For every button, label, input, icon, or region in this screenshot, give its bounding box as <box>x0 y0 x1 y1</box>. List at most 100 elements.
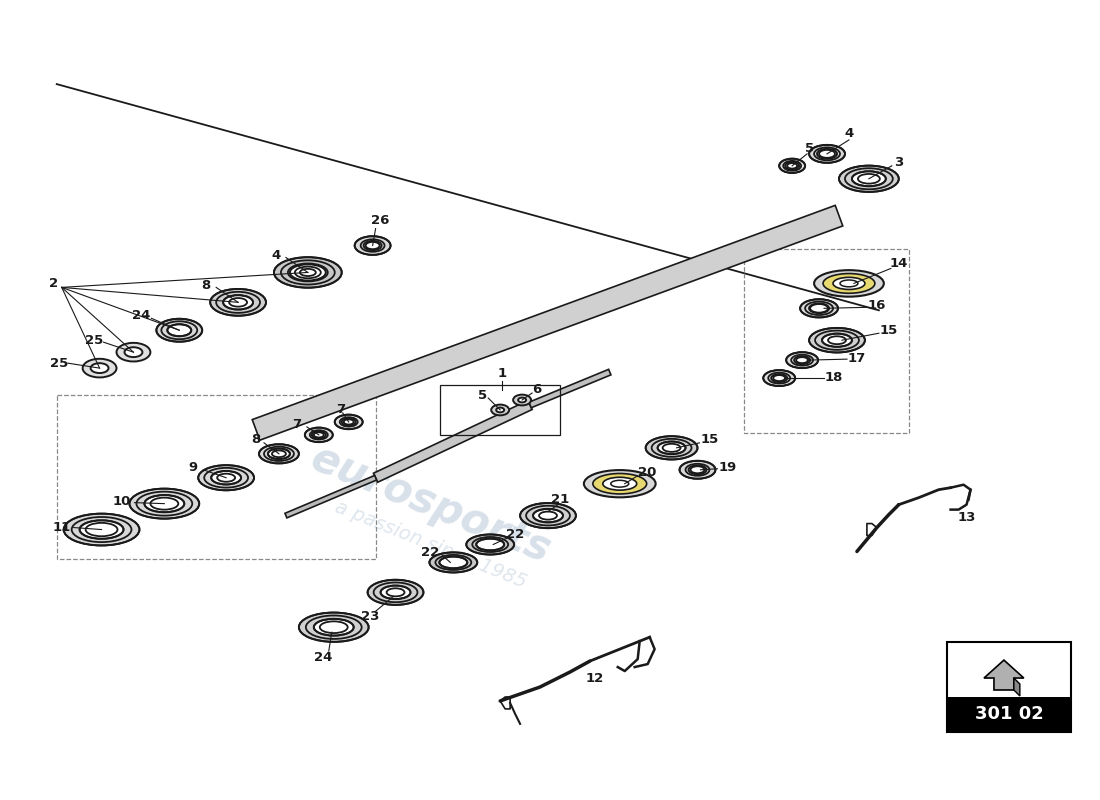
Ellipse shape <box>593 474 647 494</box>
Ellipse shape <box>839 166 899 192</box>
Ellipse shape <box>334 414 363 429</box>
Polygon shape <box>984 660 1024 690</box>
Ellipse shape <box>466 534 514 554</box>
Text: 7: 7 <box>293 418 301 431</box>
Ellipse shape <box>833 278 865 290</box>
Ellipse shape <box>258 444 299 463</box>
Ellipse shape <box>82 358 117 378</box>
Ellipse shape <box>610 480 629 487</box>
Text: 26: 26 <box>372 214 389 227</box>
Ellipse shape <box>763 370 795 386</box>
Text: 22: 22 <box>421 546 440 559</box>
Ellipse shape <box>439 557 468 568</box>
Ellipse shape <box>658 442 685 454</box>
Ellipse shape <box>274 257 342 288</box>
Text: 24: 24 <box>132 309 151 322</box>
Text: 17: 17 <box>848 352 866 365</box>
Text: 12: 12 <box>585 671 604 685</box>
Polygon shape <box>252 206 843 440</box>
Text: 11: 11 <box>53 521 70 534</box>
Ellipse shape <box>476 538 504 550</box>
Text: 8: 8 <box>252 434 261 446</box>
Ellipse shape <box>840 280 858 287</box>
Ellipse shape <box>130 489 199 518</box>
Ellipse shape <box>814 270 883 297</box>
Ellipse shape <box>786 352 818 368</box>
Ellipse shape <box>851 171 886 186</box>
Ellipse shape <box>167 324 191 336</box>
Text: 22: 22 <box>506 528 525 541</box>
Ellipse shape <box>823 274 874 294</box>
Text: 19: 19 <box>718 462 737 474</box>
Text: 301 02: 301 02 <box>975 706 1043 723</box>
Ellipse shape <box>492 405 509 415</box>
Ellipse shape <box>810 328 865 353</box>
Ellipse shape <box>810 303 829 313</box>
Text: eurosports: eurosports <box>305 438 557 572</box>
Ellipse shape <box>314 619 354 635</box>
Text: 21: 21 <box>551 493 569 506</box>
Ellipse shape <box>822 334 851 346</box>
Text: 25: 25 <box>86 334 103 346</box>
Text: 20: 20 <box>638 466 657 479</box>
Text: a passion since 1985: a passion since 1985 <box>332 498 529 592</box>
Ellipse shape <box>810 145 845 163</box>
Ellipse shape <box>513 394 531 406</box>
Bar <box>440 385 560 435</box>
Polygon shape <box>529 370 611 408</box>
Polygon shape <box>1014 678 1020 696</box>
Text: 24: 24 <box>314 650 332 664</box>
Ellipse shape <box>518 398 526 402</box>
Text: 18: 18 <box>825 370 844 383</box>
Ellipse shape <box>779 158 805 173</box>
Ellipse shape <box>817 149 837 159</box>
Text: 16: 16 <box>868 299 886 312</box>
Text: 2: 2 <box>50 277 58 290</box>
Ellipse shape <box>210 289 266 316</box>
Ellipse shape <box>689 466 706 474</box>
Text: 13: 13 <box>957 511 976 524</box>
Bar <box>947 642 1071 732</box>
Ellipse shape <box>198 465 254 490</box>
Ellipse shape <box>429 552 477 573</box>
Polygon shape <box>374 401 532 482</box>
Ellipse shape <box>364 241 382 250</box>
Text: 25: 25 <box>50 357 68 370</box>
Text: 7: 7 <box>337 403 345 417</box>
Text: 4: 4 <box>272 249 280 262</box>
Ellipse shape <box>117 343 151 362</box>
Ellipse shape <box>354 236 390 255</box>
Text: 5: 5 <box>804 142 814 155</box>
Ellipse shape <box>534 509 563 522</box>
Text: 9: 9 <box>189 462 198 474</box>
Ellipse shape <box>520 503 576 528</box>
Ellipse shape <box>381 586 410 599</box>
Ellipse shape <box>311 431 326 438</box>
Ellipse shape <box>299 613 369 642</box>
Bar <box>57 395 375 559</box>
Text: 23: 23 <box>362 610 380 622</box>
Ellipse shape <box>584 470 656 498</box>
Bar <box>745 249 909 433</box>
Ellipse shape <box>800 299 838 318</box>
Text: 8: 8 <box>201 279 211 292</box>
Ellipse shape <box>124 347 142 357</box>
Text: 10: 10 <box>112 495 131 508</box>
Text: 15: 15 <box>880 324 898 337</box>
Ellipse shape <box>79 520 123 538</box>
Ellipse shape <box>367 580 424 605</box>
Ellipse shape <box>90 363 109 373</box>
Ellipse shape <box>144 495 185 512</box>
Ellipse shape <box>794 356 810 364</box>
Ellipse shape <box>211 471 241 485</box>
Text: 6: 6 <box>532 382 541 395</box>
Ellipse shape <box>342 418 355 426</box>
Text: 5: 5 <box>477 389 487 402</box>
Ellipse shape <box>603 478 637 490</box>
Ellipse shape <box>496 407 504 412</box>
Bar <box>947 697 1071 732</box>
Text: 3: 3 <box>894 156 903 170</box>
Ellipse shape <box>785 162 799 170</box>
Text: 14: 14 <box>890 257 908 270</box>
Polygon shape <box>285 475 376 518</box>
